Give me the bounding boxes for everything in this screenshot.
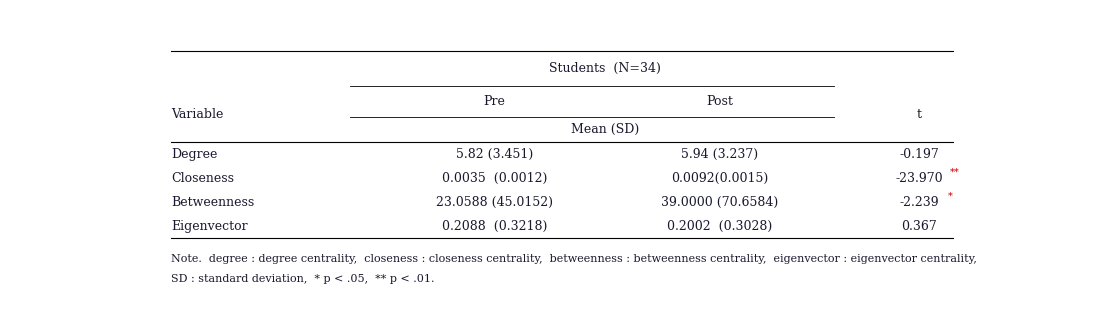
Text: Mean (SD): Mean (SD) <box>570 123 638 136</box>
Text: 0.2088  (0.3218): 0.2088 (0.3218) <box>441 220 547 233</box>
Text: -0.197: -0.197 <box>900 148 939 161</box>
Text: t: t <box>917 108 921 121</box>
Text: SD : standard deviation,  * p < .05,  ** p < .01.: SD : standard deviation, * p < .05, ** p… <box>171 274 434 284</box>
Text: 0.367: 0.367 <box>902 220 937 233</box>
Text: Degree: Degree <box>171 148 217 161</box>
Text: 39.0000 (70.6584): 39.0000 (70.6584) <box>660 196 778 209</box>
Text: Variable: Variable <box>171 108 224 121</box>
Text: Pre: Pre <box>484 95 505 108</box>
Text: Closeness: Closeness <box>171 172 234 185</box>
Text: Students  (N=34): Students (N=34) <box>548 62 660 75</box>
Text: **: ** <box>950 168 960 177</box>
Text: 0.0035  (0.0012): 0.0035 (0.0012) <box>441 172 547 185</box>
Text: 0.2002  (0.3028): 0.2002 (0.3028) <box>667 220 772 233</box>
Text: Post: Post <box>706 95 733 108</box>
Text: Note.  degree : degree centrality,  closeness : closeness centrality,  betweenne: Note. degree : degree centrality, closen… <box>171 254 977 264</box>
Text: 5.94 (3.237): 5.94 (3.237) <box>681 148 758 161</box>
Text: -23.970: -23.970 <box>895 172 943 185</box>
Text: 5.82 (3.451): 5.82 (3.451) <box>455 148 533 161</box>
Text: 0.0092(0.0015): 0.0092(0.0015) <box>671 172 768 185</box>
Text: Betweenness: Betweenness <box>171 196 255 209</box>
Text: Eigenvector: Eigenvector <box>171 220 248 233</box>
Text: -2.239: -2.239 <box>900 196 939 209</box>
Text: *: * <box>948 192 952 201</box>
Text: 23.0588 (45.0152): 23.0588 (45.0152) <box>436 196 553 209</box>
